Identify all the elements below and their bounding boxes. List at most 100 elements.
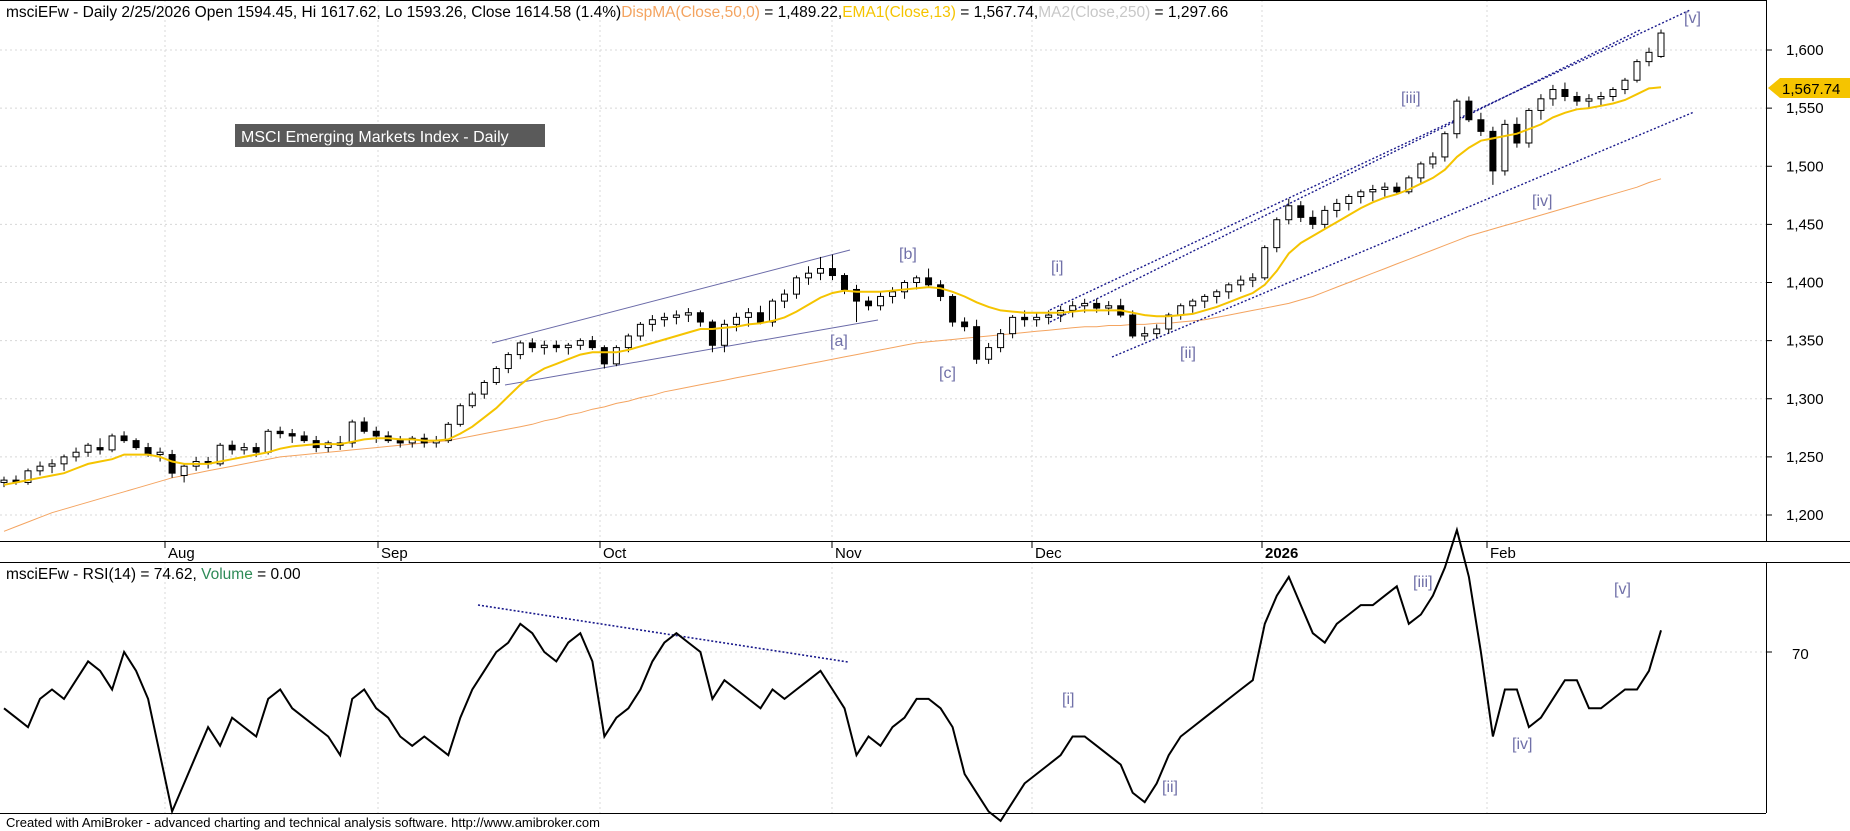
candle-body	[396, 440, 404, 444]
candle-body	[588, 340, 596, 349]
candle-body	[1621, 79, 1629, 91]
wave-label-c: [c]	[939, 365, 956, 382]
candle-body	[961, 321, 969, 328]
candle-body	[1441, 133, 1449, 158]
candle-body	[288, 433, 296, 437]
candle-body	[732, 316, 740, 325]
price-axis-label: 1,400	[1786, 275, 1824, 292]
candle-body	[228, 444, 236, 451]
candle-body	[1033, 316, 1041, 321]
candle-body	[24, 470, 32, 483]
candle-body	[768, 300, 776, 323]
candle-body	[84, 444, 92, 453]
candle-body	[1597, 96, 1605, 100]
candle-body	[1069, 305, 1077, 311]
candle-body	[1285, 205, 1293, 221]
candle-body	[72, 451, 80, 458]
candle-body	[1321, 209, 1329, 225]
candle-body	[973, 326, 981, 360]
candle-body	[96, 447, 104, 451]
candle-body	[1009, 316, 1017, 335]
candle-body	[1309, 216, 1317, 225]
ema-last-value-tag: 1,567.74	[1768, 78, 1850, 98]
candle-body	[1537, 98, 1545, 111]
candle-body	[540, 344, 548, 349]
candle-body	[1105, 305, 1113, 309]
candle-body	[48, 463, 56, 467]
candle-body	[504, 354, 512, 370]
candle-body	[528, 342, 536, 349]
candle-body	[696, 312, 704, 323]
wave-label-iii: [iii]	[1401, 90, 1421, 107]
wave-label-iv: [iv]	[1532, 193, 1552, 210]
x-axis-label: Aug	[168, 545, 195, 562]
price-axis-label: 1,300	[1786, 391, 1824, 408]
candle-body	[1045, 314, 1053, 318]
candle-body	[1189, 300, 1197, 307]
x-axis-label: Dec	[1035, 545, 1062, 562]
candle-body	[1333, 202, 1341, 211]
rsi-wave-label-v: [v]	[1614, 581, 1631, 598]
candle-body	[1237, 279, 1245, 286]
price-axis-label: 1,200	[1786, 507, 1824, 524]
candle-body	[444, 423, 452, 442]
abc-channel-upper	[491, 249, 851, 344]
candle-body	[264, 430, 272, 453]
price-axis: 1,600 1,550 1,500 1,450 1,400 1,350 1,300 1,250…	[1766, 42, 1824, 524]
candle-body	[829, 268, 836, 277]
candle-body	[1585, 98, 1593, 102]
candle-body	[1201, 295, 1209, 302]
footer-credit: Created with AmiBroker - advanced charti…	[6, 815, 600, 830]
candle-body	[985, 347, 993, 360]
candle-body	[925, 277, 933, 286]
candle-body	[780, 293, 788, 302]
candle-body	[1381, 186, 1389, 191]
candle-body	[1489, 130, 1497, 172]
wave-label-b: [b]	[899, 246, 917, 263]
candle-body	[300, 435, 308, 442]
candle-body	[720, 323, 728, 346]
rsi-axis-tick-70: 70	[1792, 646, 1809, 663]
candle-body	[816, 268, 824, 274]
price-axis-label: 1,600	[1786, 42, 1824, 59]
rsi-wave-label-iv: [iv]	[1512, 736, 1532, 753]
price-axis-label: 1,350	[1786, 333, 1824, 350]
candle-body	[276, 430, 284, 435]
x-axis-label: Sep	[381, 545, 408, 562]
candle-body	[612, 347, 620, 365]
rsi-wave-label-iii: [iii]	[1413, 574, 1433, 591]
candle-body	[792, 277, 800, 295]
candle-body	[756, 312, 764, 323]
candle-body	[240, 447, 248, 451]
candle-body	[516, 342, 524, 356]
candle-body	[144, 447, 152, 456]
candle-body	[841, 275, 849, 290]
rsi-header: msciEFw - RSI(14) = 74.62, Volume = 0.00	[6, 566, 301, 583]
candle-body	[480, 381, 488, 395]
candle-body	[1549, 89, 1557, 100]
candle-body	[492, 368, 500, 383]
candle-body	[1153, 328, 1161, 335]
candle-body	[1249, 277, 1257, 281]
x-axis: Aug Sep Oct Nov Dec 2026 Feb	[164, 541, 1516, 562]
candle-body	[456, 405, 464, 425]
x-axis-label: Oct	[603, 545, 627, 562]
candle-body	[853, 288, 861, 302]
candle-body	[1261, 247, 1269, 279]
candle-body	[156, 451, 164, 456]
x-axis-label: Feb	[1490, 545, 1516, 562]
rsi-line	[3, 526, 1662, 823]
candle-body	[372, 430, 380, 437]
wave-labels-rsi: [i] [ii] [iii] [iv] [v]	[1062, 574, 1631, 796]
candle-body	[997, 333, 1005, 349]
candle-body	[1225, 284, 1233, 293]
candle-body	[889, 291, 897, 297]
candle-body	[600, 347, 608, 365]
candle-body	[708, 321, 716, 346]
candle-body	[1165, 314, 1173, 330]
candle-body	[901, 282, 909, 293]
candle-body	[1345, 195, 1353, 204]
candle-body	[1657, 32, 1665, 57]
candle-body	[865, 300, 873, 307]
